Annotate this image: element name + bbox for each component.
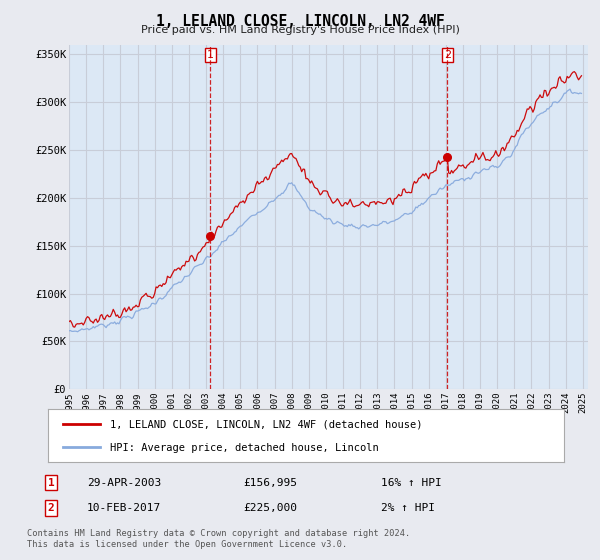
Text: 10-FEB-2017: 10-FEB-2017 (87, 503, 161, 513)
Text: 2: 2 (47, 503, 55, 513)
Text: 1, LELAND CLOSE, LINCOLN, LN2 4WF (detached house): 1, LELAND CLOSE, LINCOLN, LN2 4WF (detac… (110, 420, 422, 430)
Text: 2% ↑ HPI: 2% ↑ HPI (381, 503, 435, 513)
Text: 1: 1 (47, 478, 55, 488)
Text: Price paid vs. HM Land Registry's House Price Index (HPI): Price paid vs. HM Land Registry's House … (140, 25, 460, 35)
Text: £156,995: £156,995 (243, 478, 297, 488)
Text: 1, LELAND CLOSE, LINCOLN, LN2 4WF: 1, LELAND CLOSE, LINCOLN, LN2 4WF (155, 14, 445, 29)
Text: This data is licensed under the Open Government Licence v3.0.: This data is licensed under the Open Gov… (27, 540, 347, 549)
Text: 16% ↑ HPI: 16% ↑ HPI (381, 478, 442, 488)
Text: 1: 1 (207, 50, 214, 60)
Text: 29-APR-2003: 29-APR-2003 (87, 478, 161, 488)
Text: £225,000: £225,000 (243, 503, 297, 513)
Text: 2: 2 (443, 50, 451, 60)
Text: HPI: Average price, detached house, Lincoln: HPI: Average price, detached house, Linc… (110, 443, 379, 453)
Text: Contains HM Land Registry data © Crown copyright and database right 2024.: Contains HM Land Registry data © Crown c… (27, 529, 410, 538)
